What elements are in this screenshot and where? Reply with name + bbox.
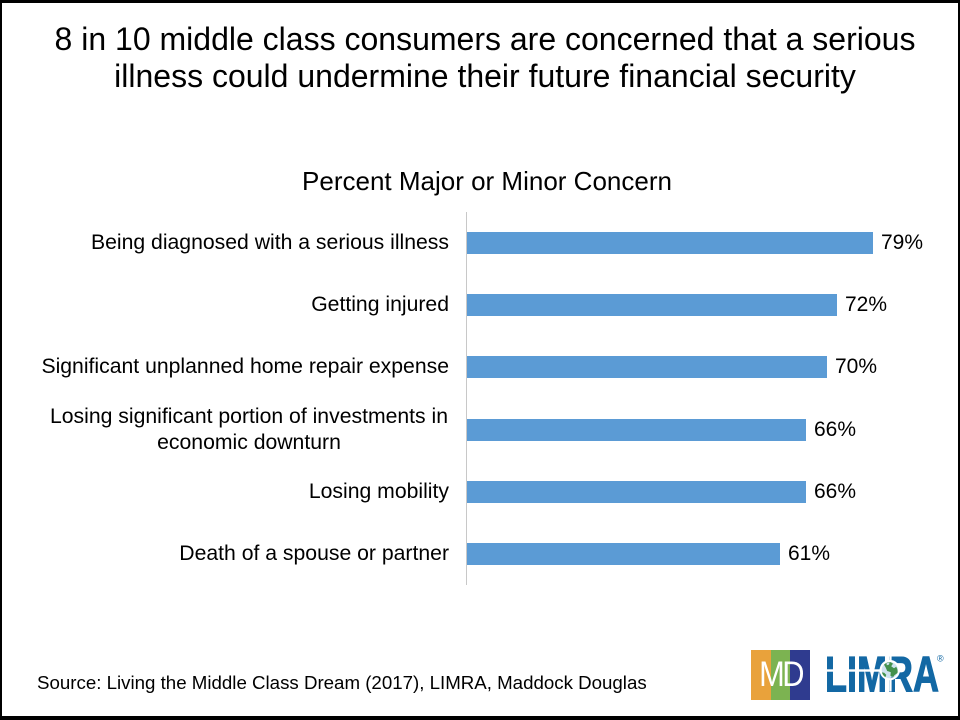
bar [467,481,806,504]
value-label: 79% [881,230,924,254]
value-label: 72% [845,293,888,317]
value-label: 66% [814,480,857,504]
md-logo-stripe-blue [790,650,811,700]
limra-logo: LIMRA ® [822,650,944,698]
source-text: Source: Living the Middle Class Dream (2… [37,671,647,693]
bar [467,294,837,317]
bar [467,231,873,254]
chart-title: Percent Major or Minor Concern [302,166,672,196]
limra-crosshair-horizontal [822,669,884,672]
category-label: Getting injured [311,293,449,317]
bar [467,356,827,379]
bar [467,543,780,566]
value-label: 61% [788,542,831,566]
limra-logo-letters: LIMRA [825,650,939,698]
category-axis-line [466,212,467,585]
limra-registered-mark: ® [937,654,944,664]
slide-title-line1: 8 in 10 middle class consumers are conce… [54,20,916,57]
category-label: Losing significant portion of investment… [49,404,449,454]
md-logo-letters: MD [759,655,804,694]
limra-globe-icon [879,659,900,681]
category-label: Significant unplanned home repair expens… [41,355,449,379]
value-label: 66% [814,417,857,441]
category-label: Losing mobility [308,480,449,504]
slide-title-line2: illness could undermine their future fin… [114,58,856,95]
slide-title: 8 in 10 middle class consumers are conce… [25,21,945,96]
md-logo-stripe-green [770,650,791,700]
category-label: Being diagnosed with a serious illness [90,230,449,254]
category-label: Death of a spouse or partner [179,542,449,566]
bar [467,418,806,441]
value-label: 70% [835,355,878,379]
maddock-douglas-logo: MD [751,650,811,700]
md-logo-stripe-orange [751,650,771,700]
